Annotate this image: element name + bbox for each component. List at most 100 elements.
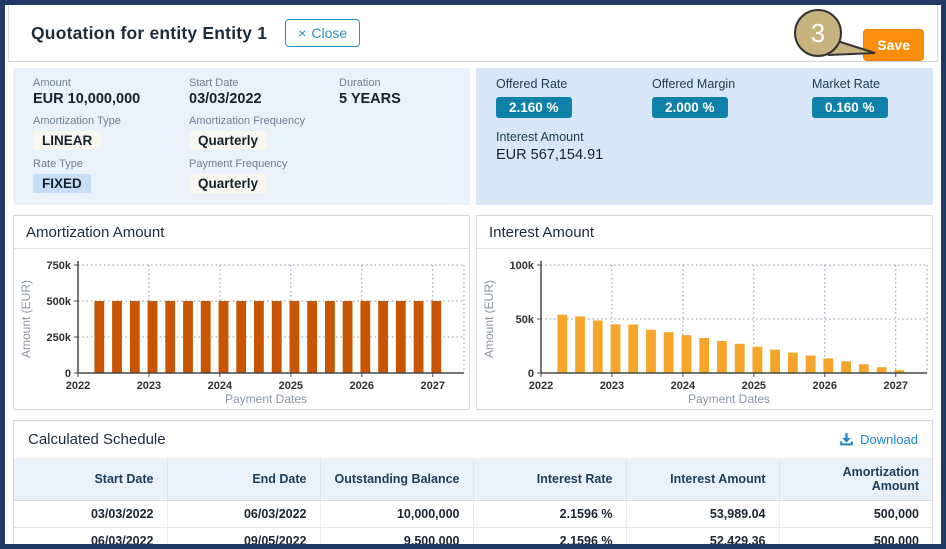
field-label: Duration [339, 77, 450, 89]
field-interest-amount: Interest Amount EUR 567,154.91 [496, 130, 913, 163]
calculated-schedule-card: Calculated Schedule Download Start Date … [13, 420, 933, 549]
table-cell: 10,000,000 [320, 501, 473, 528]
field-duration: Duration 5 YEARS [339, 77, 450, 107]
column-header-outstanding-balance: Outstanding Balance [320, 458, 473, 501]
field-rate-type: Rate Type FIXED [33, 158, 189, 193]
table-cell: 500,000 [779, 501, 932, 528]
svg-text:2024: 2024 [207, 380, 232, 392]
svg-text:Payment Dates: Payment Dates [224, 392, 306, 406]
table-row: 03/03/202206/03/202210,000,0002.1596 %53… [14, 501, 932, 528]
interest-chart-card: Interest Amount 0 50k 100k 2022 2023 2024 2025… [476, 215, 933, 410]
field-value: EUR 10,000,000 [33, 91, 189, 107]
market-rate-badge: 0.160 % [812, 97, 888, 118]
svg-text:2023: 2023 [136, 380, 160, 392]
svg-text:2023: 2023 [599, 380, 623, 392]
offered-rate-badge: 2.160 % [496, 97, 572, 118]
svg-text:Payment Dates: Payment Dates [687, 392, 769, 406]
column-header-amortization-amount: Amortization Amount [779, 458, 932, 501]
table-title: Calculated Schedule [28, 431, 166, 448]
svg-text:2026: 2026 [812, 380, 836, 392]
table-cell: 09/05/2022 [167, 528, 320, 549]
svg-text:Amount (EUR): Amount (EUR) [19, 280, 33, 358]
table-header-row: Start Date End Date Outstanding Balance … [14, 458, 932, 501]
table-cell: 2.1596 % [473, 501, 626, 528]
field-offered-rate: Offered Rate 2.160 % [496, 77, 652, 118]
svg-text:750k: 750k [46, 260, 71, 272]
charts-section: Amortization Amount 0 250k 500k 750k 2022 202… [13, 215, 933, 410]
field-value: EUR 567,154.91 [496, 147, 913, 163]
summary-panel-terms: Amount EUR 10,000,000 Start Date 03/03/2… [13, 68, 470, 205]
svg-text:2022: 2022 [528, 380, 552, 392]
svg-text:250k: 250k [46, 332, 71, 344]
column-header-interest-amount: Interest Amount [626, 458, 779, 501]
download-icon [839, 432, 854, 447]
field-amount: Amount EUR 10,000,000 [33, 77, 189, 107]
svg-text:2024: 2024 [670, 380, 695, 392]
svg-text:2026: 2026 [349, 380, 373, 392]
rates-row: Offered Rate 2.160 % Offered Margin 2.00… [496, 77, 913, 118]
field-start-date: Start Date 03/03/2022 [189, 77, 339, 107]
download-label: Download [860, 432, 918, 447]
svg-text:2025: 2025 [278, 380, 302, 392]
field-value: 03/03/2022 [189, 91, 339, 107]
field-label: Amount [33, 77, 189, 89]
svg-text:0: 0 [64, 368, 70, 380]
svg-text:0: 0 [527, 368, 533, 380]
svg-text:2025: 2025 [741, 380, 765, 392]
amortization-chart-card: Amortization Amount 0 250k 500k 750k 2022 202… [13, 215, 470, 410]
schedule-table: Start Date End Date Outstanding Balance … [14, 458, 932, 549]
close-button[interactable]: × Close [285, 19, 360, 47]
payment-frequency-chip: Quarterly [189, 174, 267, 193]
column-header-end-date: End Date [167, 458, 320, 501]
field-label: Offered Rate [496, 77, 652, 91]
svg-text:Amount (EUR): Amount (EUR) [482, 280, 496, 358]
app-window: Quotation for entity Entity 1 × Close Sa… [0, 0, 946, 549]
field-value: 5 YEARS [339, 91, 450, 107]
chart-title: Amortization Amount [14, 216, 469, 249]
svg-text:500k: 500k [46, 296, 71, 308]
svg-text:2027: 2027 [883, 380, 907, 392]
svg-text:100k: 100k [509, 260, 534, 272]
svg-text:50k: 50k [515, 314, 534, 326]
spacer [339, 115, 450, 150]
table-cell: 9,500,000 [320, 528, 473, 549]
interest-bar-chart: 0 50k 100k 2022 2023 2024 2025 2026 2027 Payment … [481, 257, 929, 407]
svg-text:2022: 2022 [65, 380, 89, 392]
close-icon: × [298, 25, 306, 41]
table-cell: 52,429.36 [626, 528, 779, 549]
offered-margin-badge: 2.000 % [652, 97, 728, 118]
field-amortization-frequency: Amortization Frequency Quarterly [189, 115, 339, 150]
amortization-bar-chart: 0 250k 500k 750k 2022 2023 2024 2025 2026 2027 Pay… [18, 257, 466, 407]
table-titlebar: Calculated Schedule Download [14, 421, 932, 458]
download-button[interactable]: Download [839, 432, 918, 447]
summary-section: Amount EUR 10,000,000 Start Date 03/03/2… [13, 68, 933, 205]
close-button-label: Close [311, 25, 347, 41]
chart-title: Interest Amount [477, 216, 932, 249]
field-label: Start Date [189, 77, 339, 89]
field-label: Amortization Frequency [189, 115, 339, 127]
field-label: Interest Amount [496, 130, 913, 144]
save-button[interactable]: Save [863, 29, 924, 61]
table-cell: 03/03/2022 [14, 501, 167, 528]
header-bar: Quotation for entity Entity 1 × Close [8, 5, 938, 62]
field-label: Market Rate [812, 77, 913, 91]
table-cell: 06/03/2022 [14, 528, 167, 549]
field-label: Offered Margin [652, 77, 812, 91]
table-cell: 2.1596 % [473, 528, 626, 549]
field-payment-frequency: Payment Frequency Quarterly [189, 158, 339, 193]
column-header-start-date: Start Date [14, 458, 167, 501]
field-label: Amortization Type [33, 115, 189, 127]
amortization-type-chip: LINEAR [33, 131, 101, 150]
column-header-interest-rate: Interest Rate [473, 458, 626, 501]
amortization-chart: 0 250k 500k 750k 2022 2023 2024 2025 2026 2027 Pay… [14, 249, 469, 409]
amortization-frequency-chip: Quarterly [189, 131, 267, 150]
summary-panel-rates: Offered Rate 2.160 % Offered Margin 2.00… [476, 68, 933, 205]
table-cell: 06/03/2022 [167, 501, 320, 528]
table-cell: 500,000 [779, 528, 932, 549]
table-cell: 53,989.04 [626, 501, 779, 528]
interest-chart: 0 50k 100k 2022 2023 2024 2025 2026 2027 Payment … [477, 249, 932, 409]
field-market-rate: Market Rate 0.160 % [812, 77, 913, 118]
field-offered-margin: Offered Margin 2.000 % [652, 77, 812, 118]
svg-text:2027: 2027 [420, 380, 444, 392]
table-row: 06/03/202209/05/20229,500,0002.1596 %52,… [14, 528, 932, 549]
